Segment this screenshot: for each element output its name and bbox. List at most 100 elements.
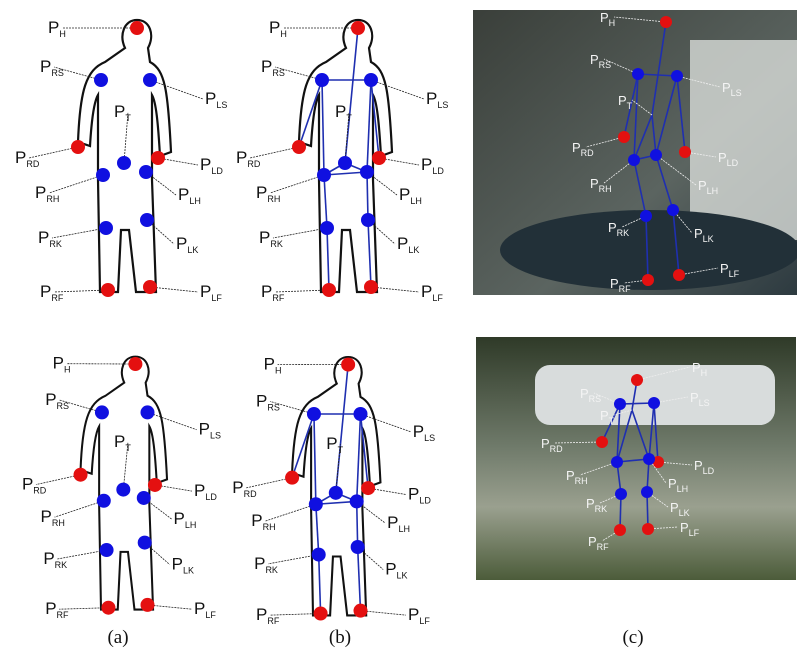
label-subscript: H bbox=[275, 365, 282, 375]
leader-line bbox=[371, 80, 424, 99]
keypoint bbox=[360, 165, 374, 179]
skeleton-bone bbox=[367, 80, 371, 172]
keypoint-label: PLF bbox=[200, 282, 222, 303]
keypoint bbox=[642, 274, 654, 286]
label-base: P bbox=[194, 599, 205, 618]
skeleton-bone bbox=[367, 172, 368, 220]
keypoint-label: PRH bbox=[35, 183, 59, 204]
label-base: P bbox=[114, 102, 125, 121]
keypoint-label: PLD bbox=[421, 155, 444, 176]
label-base: P bbox=[256, 183, 267, 202]
keypoint bbox=[95, 405, 109, 419]
caption: (c) bbox=[622, 627, 643, 648]
label-subscript: H bbox=[280, 29, 287, 39]
keypoint bbox=[117, 156, 131, 170]
label-base: P bbox=[610, 276, 619, 291]
keypoint bbox=[338, 156, 352, 170]
keypoint-label: PLK bbox=[397, 234, 419, 255]
skeleton-bone bbox=[322, 80, 324, 175]
label-subscript: LD bbox=[727, 158, 739, 168]
label-base: P bbox=[40, 57, 51, 76]
keypoint-label: PH bbox=[48, 18, 66, 39]
label-subscript: RK bbox=[595, 504, 608, 514]
label-base: P bbox=[698, 178, 707, 193]
keypoint-label: PLK bbox=[176, 234, 198, 255]
keypoint-label: PLS bbox=[205, 89, 227, 110]
label-subscript: RD bbox=[244, 489, 257, 499]
label-subscript: LK bbox=[679, 508, 690, 518]
keypoint bbox=[151, 151, 165, 165]
keypoint bbox=[292, 140, 306, 154]
label-base: P bbox=[590, 52, 599, 67]
label-base: P bbox=[261, 282, 272, 301]
keypoint-label: PLF bbox=[194, 599, 216, 620]
skeleton-bone bbox=[316, 504, 319, 554]
label-subscript: T bbox=[609, 416, 615, 426]
keypoint-label: PRS bbox=[45, 390, 69, 411]
label-subscript: RD bbox=[33, 486, 46, 496]
label-base: P bbox=[694, 458, 703, 473]
keypoint-label: PLD bbox=[200, 155, 223, 176]
label-subscript: RD bbox=[550, 444, 563, 454]
skeleton-bone bbox=[368, 220, 371, 287]
keypoint bbox=[314, 607, 328, 621]
label-subscript: LH bbox=[707, 186, 719, 196]
label-subscript: RF bbox=[597, 542, 609, 552]
leader-line bbox=[150, 287, 198, 292]
label-base: P bbox=[385, 560, 396, 579]
label-subscript: LK bbox=[703, 234, 714, 244]
keypoint bbox=[615, 488, 627, 500]
label-subscript: RH bbox=[263, 522, 276, 532]
keypoint-label: PLD bbox=[194, 481, 217, 502]
label-subscript: RH bbox=[575, 476, 588, 486]
keypoint bbox=[99, 221, 113, 235]
leader-line bbox=[29, 147, 78, 158]
keypoint-label: PRD bbox=[22, 475, 47, 496]
label-subscript: RS bbox=[51, 68, 64, 78]
label-base: P bbox=[40, 282, 51, 301]
label-subscript: LD bbox=[211, 166, 223, 176]
label-subscript: LF bbox=[205, 610, 216, 620]
keypoint bbox=[96, 168, 110, 182]
keypoint bbox=[312, 548, 326, 562]
label-subscript: T bbox=[627, 101, 633, 111]
keypoint bbox=[71, 140, 85, 154]
keypoint bbox=[309, 497, 323, 511]
label-base: P bbox=[15, 148, 26, 167]
label-base: P bbox=[176, 234, 187, 253]
label-subscript: RS bbox=[589, 394, 602, 404]
keypoint bbox=[143, 280, 157, 294]
leader-line bbox=[49, 175, 103, 193]
keypoint-label: PLS bbox=[199, 420, 221, 441]
label-base: P bbox=[205, 89, 216, 108]
label-base: P bbox=[722, 80, 731, 95]
label-subscript: T bbox=[346, 113, 352, 123]
label-base: P bbox=[326, 434, 337, 453]
skeleton-bone bbox=[314, 414, 316, 504]
skeleton-bone bbox=[358, 547, 361, 611]
keypoint bbox=[143, 73, 157, 87]
keypoint-label: PRH bbox=[41, 507, 65, 528]
keypoint-label: PRK bbox=[259, 228, 283, 249]
skeleton-bone bbox=[324, 175, 327, 228]
label-base: P bbox=[680, 520, 689, 535]
label-subscript: RS bbox=[272, 68, 285, 78]
label-subscript: RK bbox=[49, 239, 62, 249]
label-base: P bbox=[618, 93, 627, 108]
keypoint bbox=[614, 524, 626, 536]
keypoint-label: PH bbox=[264, 354, 282, 375]
label-base: P bbox=[194, 481, 205, 500]
label-base: P bbox=[586, 496, 595, 511]
label-subscript: LF bbox=[211, 293, 222, 303]
label-subscript: RF bbox=[51, 293, 63, 303]
label-base: P bbox=[38, 228, 49, 247]
label-subscript: LS bbox=[437, 100, 448, 110]
keypoint bbox=[351, 21, 365, 35]
label-base: P bbox=[608, 220, 617, 235]
keypoint bbox=[648, 397, 660, 409]
keypoint-label: PRF bbox=[256, 605, 280, 626]
figure: (a) (b) (c) PHPRSPLSPRDPLDPTPRHPLHPRKPLK… bbox=[0, 0, 797, 653]
label-base: P bbox=[200, 282, 211, 301]
keypoint-label: PT bbox=[335, 102, 352, 123]
keypoint-label: PRS bbox=[261, 57, 285, 78]
